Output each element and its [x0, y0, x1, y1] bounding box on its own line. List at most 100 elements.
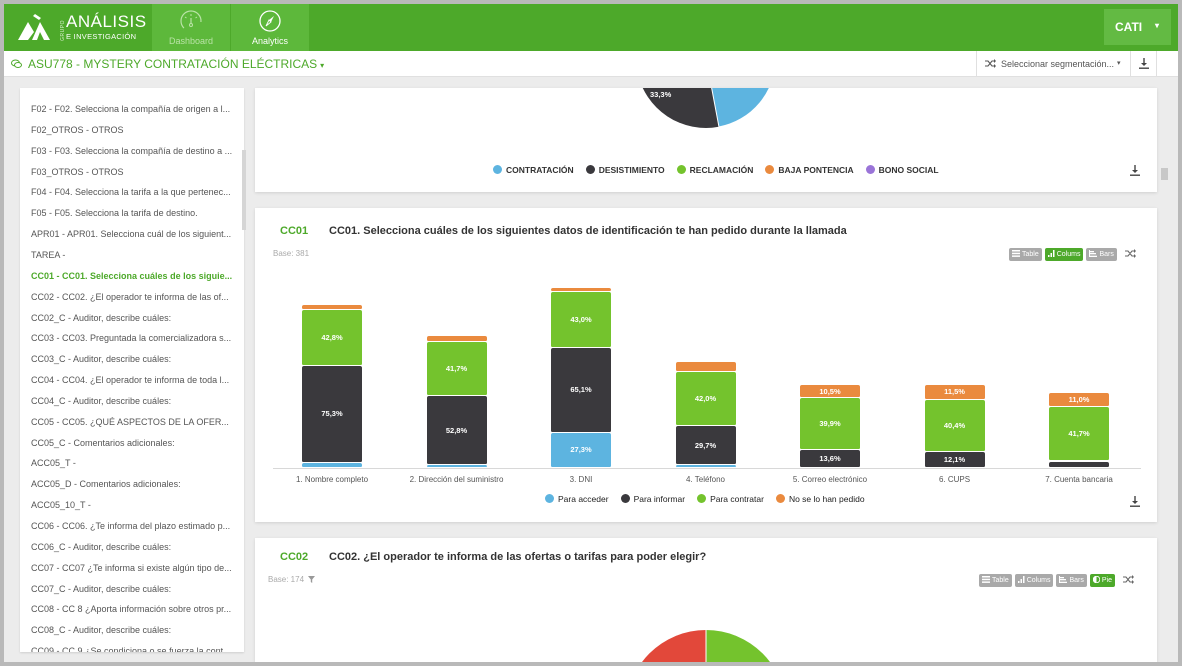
shuffle-icon[interactable] [1123, 575, 1134, 584]
sidebar-item[interactable]: CC05 - CC05. ¿QUÉ ASPECTOS DE LA OFER... [31, 416, 229, 427]
legend-item[interactable]: BAJA PONTENCIA [765, 165, 854, 175]
tab-analytics[interactable]: Analytics [231, 4, 309, 51]
sidebar-item[interactable]: ACC05_D - Comentarios adicionales: [31, 479, 181, 490]
chat-icon [11, 59, 22, 68]
bar-segment[interactable] [302, 305, 362, 310]
sidebar-item[interactable]: CC03_C - Auditor, describe cuáles: [31, 354, 172, 365]
sidebar-item[interactable]: CC08_C - Auditor, describe cuáles: [31, 625, 172, 636]
legend-item[interactable]: No se lo han pedido [775, 494, 865, 504]
sidebar-item[interactable]: CC05_C - Comentarios adicionales: [31, 437, 175, 448]
shuffle-icon[interactable] [1124, 249, 1136, 258]
sidebar-item[interactable]: F05 - F05. Selecciona la tarifa de desti… [31, 208, 198, 219]
bar-segment[interactable]: 41,7% [1049, 407, 1109, 462]
download-icon [1139, 58, 1149, 69]
view-bars-button[interactable]: Bars [1086, 248, 1117, 261]
bar-segment[interactable]: 41,7% [426, 342, 487, 397]
column-chart-icon [1047, 250, 1055, 257]
bar-segment[interactable] [551, 288, 611, 292]
legend-item[interactable]: DESISTIMIENTO [585, 165, 665, 175]
legend-item[interactable]: CONTRATACIÓN [493, 165, 574, 175]
bar-segment[interactable]: 12,1% [924, 452, 985, 468]
legend-label: No se lo han pedido [788, 494, 865, 504]
legend-item[interactable]: Para acceder [545, 494, 609, 504]
view-columns-button[interactable]: Colums [1014, 574, 1054, 587]
legend-item[interactable]: BONO SOCIAL [865, 165, 939, 175]
logo-subtitle: E INVESTIGACIÓN [66, 32, 137, 41]
sidebar-item[interactable]: F02 - F02. Selecciona la compañía de ori… [31, 104, 231, 114]
bar-segment[interactable]: 52,8% [426, 396, 487, 465]
x-axis-label: 6. CUPS [938, 475, 971, 484]
bar-segment[interactable]: 43,0% [551, 291, 611, 348]
pie-chart-icon [1092, 575, 1101, 584]
bar-segment[interactable] [302, 463, 362, 468]
bar-segment[interactable] [426, 465, 487, 468]
bar-segment[interactable]: 13,6% [800, 450, 860, 468]
sidebar-item[interactable]: TAREA - [31, 249, 66, 260]
sidebar-item[interactable]: CC01 - CC01. Selecciona cuáles de los si… [31, 270, 233, 281]
sidebar-item[interactable]: ACC05_10_T - [31, 500, 91, 511]
tab-dashboard-label: Dashboard [168, 36, 214, 46]
sidebar-item[interactable]: CC06_C - Auditor, describe cuáles: [31, 541, 172, 552]
sidebar-item[interactable]: CC02 - CC02. ¿El operador te informa de … [31, 291, 229, 302]
sidebar-item[interactable]: CC06 - CC06. ¿Te informa del plazo estim… [31, 521, 231, 531]
download-button[interactable] [1130, 51, 1157, 77]
bar-segment[interactable]: 75,3% [302, 365, 362, 464]
bar-segment[interactable]: 27,3% [551, 432, 611, 468]
sidebar-item[interactable]: CC07_C - Auditor, describe cuáles: [31, 583, 172, 594]
gauge-icon [180, 10, 202, 32]
bar-segment[interactable]: 42,8% [302, 309, 362, 366]
bar-segment[interactable]: 11,0% [1049, 392, 1109, 408]
legend-item[interactable]: Para informar [620, 494, 685, 504]
bar-segment[interactable]: 40,4% [924, 399, 985, 453]
sidebar-item[interactable]: CC03 - CC03. Preguntada la comercializad… [31, 333, 232, 344]
bar-segment[interactable] [675, 465, 736, 468]
bar-segment[interactable]: 39,9% [800, 398, 860, 451]
download-icon[interactable] [1130, 165, 1140, 176]
logo[interactable]: GRUPO ANÁLISIS E INVESTIGACIÓN [18, 10, 148, 44]
legend-item[interactable]: RECLAMACIÓN [676, 165, 753, 175]
bar-segment[interactable]: 10,5% [800, 384, 860, 399]
sidebar-item[interactable]: CC04_C - Auditor, describe cuáles: [31, 395, 172, 406]
chart-legend: Para acceder Para informar Para contratar N… [545, 494, 877, 504]
sidebar-item[interactable]: APR01 - APR01. Selecciona cuál de los si… [31, 229, 232, 240]
segmentation-select[interactable]: Seleccionar segmentación... ▾ [976, 51, 1130, 77]
bar-segment[interactable]: 42,0% [675, 371, 736, 427]
view-bars-button[interactable]: Bars [1056, 574, 1087, 587]
view-pie-button[interactable]: Pie [1089, 574, 1115, 587]
legend-dot-icon [765, 165, 775, 174]
sidebar-item[interactable]: CC08 - CC 8 ¿Aporta información sobre ot… [31, 604, 232, 615]
question-title: CC02. ¿El operador te informa de las ofe… [329, 551, 707, 563]
bar-segment[interactable] [426, 336, 487, 343]
sidebar-item[interactable]: CC04 - CC04. ¿El operador te informa de … [31, 375, 230, 386]
segmentation-placeholder: Seleccionar segmentación... [1001, 59, 1115, 69]
page-scrollbar[interactable] [1161, 168, 1168, 180]
view-columns-button[interactable]: Colums [1044, 248, 1084, 261]
bar-segment[interactable]: 65,1% [551, 347, 611, 433]
sidebar-scrollbar[interactable] [242, 150, 246, 230]
bar-segment[interactable] [1049, 461, 1109, 468]
download-icon[interactable] [1130, 496, 1140, 507]
user-menu-button[interactable]: CATI ▾ [1104, 9, 1171, 45]
bar-segment[interactable] [675, 362, 736, 372]
sidebar-item[interactable]: F02_OTROS - OTROS [31, 124, 124, 135]
question-code: CC02 [280, 551, 309, 563]
sidebar-item[interactable]: CC07 - CC07 ¿Te informa si existe algún … [31, 562, 232, 573]
view-table-button[interactable]: Table [979, 574, 1012, 587]
bar-segment[interactable]: 29,7% [675, 426, 736, 465]
sidebar-item[interactable]: F03_OTROS - OTROS [31, 166, 124, 177]
sidebar-item[interactable]: ACC05_T - [31, 458, 76, 469]
sidebar-item[interactable]: CC09 - CC 9 ¿Se condiciona o se fuerza l… [31, 646, 231, 652]
app-window: GRUPO ANÁLISIS E INVESTIGACIÓN Dashboard… [4, 4, 1178, 662]
project-selector[interactable]: ASU778 - MYSTERY CONTRATACIÓN ELÉCTRICAS… [11, 57, 324, 71]
bar-segment[interactable]: 11,5% [924, 384, 985, 400]
legend-item[interactable]: Para contratar [697, 494, 764, 504]
base-count: Base: 174 [268, 575, 316, 584]
bar-chart-icon [1089, 250, 1098, 257]
tab-dashboard[interactable]: Dashboard [152, 4, 230, 51]
sidebar-item[interactable]: CC02_C - Auditor, describe cuáles: [31, 312, 172, 323]
view-table-button[interactable]: Table [1009, 248, 1042, 261]
sidebar-item[interactable]: F04 - F04. Selecciona la tarifa a la que… [31, 187, 231, 198]
sidebar-item[interactable]: F03 - F03. Selecciona la compañía de des… [31, 145, 233, 156]
filter-icon[interactable] [308, 576, 316, 583]
table-icon [1012, 250, 1020, 257]
